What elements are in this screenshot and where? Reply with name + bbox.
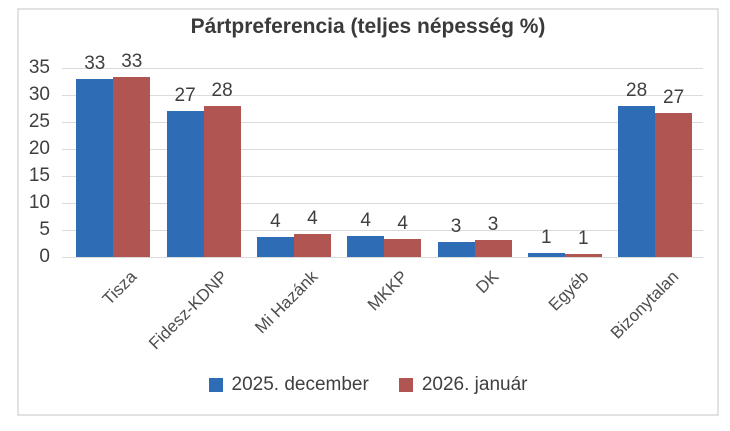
bar-2026-janu-r-mi-haz-nk xyxy=(293,234,331,257)
y-axis-tick-label: 30 xyxy=(28,84,50,105)
gridline-y-25 xyxy=(62,122,703,123)
legend: 2025. december 2026. január xyxy=(19,374,717,396)
gridline-y-35 xyxy=(62,68,703,69)
gridline-y-15 xyxy=(62,176,703,177)
bar-2026-janu-r-dk xyxy=(474,239,512,257)
bar-value-label: 3 xyxy=(450,215,462,237)
bar-2026-janu-r-egy-b xyxy=(564,254,602,257)
bar-value-label: 1 xyxy=(578,228,589,250)
bar-2025-december-dk xyxy=(437,241,475,257)
gridline-y-20 xyxy=(62,149,703,150)
bar-value-label: 33 xyxy=(121,51,143,73)
y-axis-tick-label: 35 xyxy=(28,57,50,78)
chart-title: Pártpreferencia (teljes népesség %) xyxy=(190,15,546,38)
gridline-y-0 xyxy=(62,257,703,258)
bar-value-label: 4 xyxy=(360,209,371,231)
bar-2026-janu-r-tisza xyxy=(113,77,151,257)
bar-value-label: 4 xyxy=(270,211,281,233)
bar-2025-december-tisza xyxy=(76,78,114,257)
y-axis-tick-label: 25 xyxy=(28,111,50,132)
bar-2026-janu-r-fidesz-kdnp xyxy=(203,105,241,257)
gridline-y-5 xyxy=(62,230,703,231)
legend-label: 2025. december xyxy=(231,374,369,395)
gridline-y-10 xyxy=(62,203,703,204)
legend-item-2025-december: 2025. december xyxy=(208,374,369,396)
legend-swatch-2025-december xyxy=(208,378,223,392)
bar-2026-janu-r-mkkp xyxy=(384,238,422,257)
bar-value-label: 28 xyxy=(211,79,233,101)
plot-area: 0 5 10 15 20 25 30 35 33 33 Tisza 27 28 Fidesz-KDNP 4 4… xyxy=(19,10,717,414)
bar-value-label: 27 xyxy=(174,85,196,107)
y-axis-tick-label: 0 xyxy=(39,246,50,267)
y-axis-tick-label: 10 xyxy=(28,192,50,213)
bar-value-label: 4 xyxy=(397,212,408,234)
legend-item-2026-janu-r: 2026. január xyxy=(398,374,528,396)
bar-value-label: 4 xyxy=(307,208,318,230)
y-axis-tick-label: 15 xyxy=(28,165,50,186)
chart-frame: Pártpreferencia (teljes népesség %) 0 5 10… xyxy=(17,8,719,416)
bar-2025-december-mi-haz-nk xyxy=(256,237,294,257)
bar-value-label: 1 xyxy=(541,226,552,248)
legend-label: 2026. január xyxy=(421,374,528,395)
bar-value-label: 33 xyxy=(84,52,106,74)
y-axis-tick-label: 20 xyxy=(28,138,50,159)
legend-swatch-2026-janu-r xyxy=(398,378,413,392)
bar-2025-december-bizonytalan xyxy=(618,105,656,257)
bar-2026-janu-r-bizonytalan xyxy=(655,112,693,257)
bar-2025-december-egy-b xyxy=(527,252,565,257)
bar-value-label: 3 xyxy=(487,213,499,235)
gridline-y-30 xyxy=(62,95,703,96)
bar-value-label: 28 xyxy=(626,79,648,101)
bar-2025-december-fidesz-kdnp xyxy=(166,111,204,257)
bar-value-label: 27 xyxy=(663,86,685,108)
bar-2025-december-mkkp xyxy=(347,235,385,257)
y-axis-tick-label: 5 xyxy=(39,219,50,240)
